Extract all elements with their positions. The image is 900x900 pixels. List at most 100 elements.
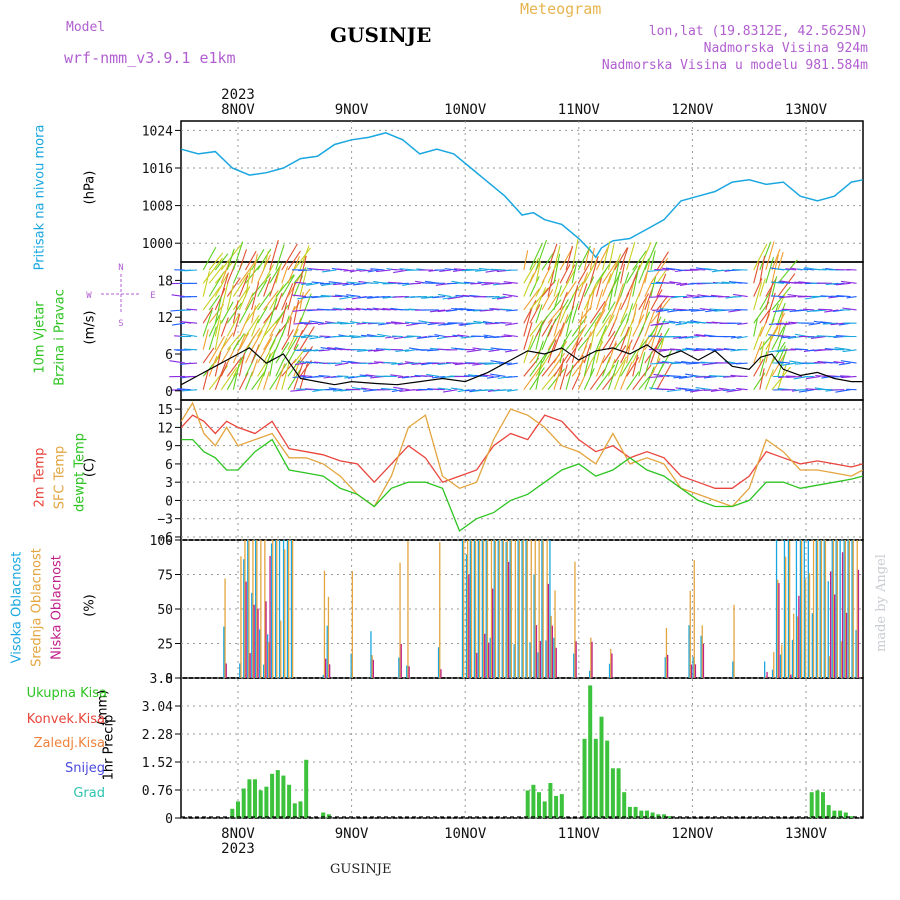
wind-barb bbox=[840, 360, 857, 364]
wind-barb bbox=[707, 348, 718, 351]
wind-barb bbox=[620, 247, 629, 271]
cloud-bar bbox=[589, 670, 591, 678]
wind-barb bbox=[620, 361, 633, 390]
wind-barb bbox=[503, 334, 518, 338]
ytick-label: 100 bbox=[150, 534, 173, 549]
precip-bar bbox=[241, 788, 246, 818]
cloud-bar bbox=[256, 540, 258, 678]
wind-barb bbox=[644, 310, 656, 337]
ytick-label: 0 bbox=[165, 494, 173, 509]
wind-barb bbox=[214, 287, 226, 311]
ytick-label: 9 bbox=[165, 440, 173, 455]
wind-barb bbox=[214, 351, 222, 377]
wind-barb bbox=[765, 318, 775, 337]
cloud-bar bbox=[775, 540, 778, 678]
wind-barb bbox=[777, 302, 786, 324]
wind-barb bbox=[785, 268, 797, 271]
cloud-bar bbox=[265, 601, 267, 678]
wind-barb bbox=[607, 340, 617, 364]
cloud-bar bbox=[804, 579, 807, 678]
cloud-bar bbox=[223, 626, 225, 678]
wind-barb bbox=[726, 389, 742, 393]
ytick-label: 12 bbox=[157, 311, 173, 326]
wind-barb bbox=[775, 268, 791, 271]
wind-barb bbox=[663, 282, 676, 284]
wind-barb bbox=[257, 279, 268, 297]
cloud-bar bbox=[781, 644, 783, 678]
wind-barb bbox=[502, 293, 518, 298]
wind-barb bbox=[675, 349, 688, 352]
wind-barb bbox=[506, 362, 518, 366]
wind-barb bbox=[529, 243, 543, 271]
wind-barb bbox=[626, 303, 634, 324]
precip-bar bbox=[843, 812, 848, 818]
wind-barb bbox=[344, 375, 355, 379]
wind-barb bbox=[681, 360, 694, 364]
wind-barb bbox=[684, 335, 700, 339]
cloud-bar bbox=[608, 663, 611, 678]
wind-barb bbox=[765, 326, 779, 351]
wind-barb bbox=[269, 298, 278, 324]
wind-barb bbox=[257, 306, 268, 324]
precip-bar bbox=[650, 812, 655, 818]
wind-barb bbox=[281, 315, 290, 337]
wind-barb bbox=[718, 387, 730, 391]
wind-barb bbox=[346, 294, 361, 298]
wind-barb bbox=[232, 363, 240, 390]
wind-barb bbox=[214, 361, 227, 390]
wind-barb bbox=[484, 362, 500, 366]
precip-bar bbox=[605, 740, 610, 818]
wind-barb bbox=[305, 361, 319, 364]
wind-barb bbox=[367, 269, 379, 273]
wind-barb bbox=[571, 337, 579, 364]
wind-barb bbox=[644, 261, 651, 284]
wind-barb bbox=[238, 296, 254, 324]
wind-barb bbox=[294, 362, 307, 366]
wind-barb bbox=[226, 277, 241, 297]
wind-barb bbox=[293, 317, 302, 337]
cloud-bar bbox=[350, 653, 352, 678]
wind-barb bbox=[553, 285, 562, 311]
wind-barb bbox=[202, 310, 213, 337]
ytick-label: 3 bbox=[165, 476, 173, 491]
ytick-label: 2.28 bbox=[142, 728, 173, 743]
cloud-bar bbox=[529, 642, 531, 678]
wind-barb bbox=[620, 326, 630, 350]
cloud-bar bbox=[490, 540, 493, 678]
wind-barb bbox=[657, 361, 670, 364]
cloud-bar bbox=[274, 540, 277, 678]
wind-barb bbox=[497, 296, 512, 300]
cloud-bar bbox=[399, 562, 401, 678]
cloud-bar bbox=[484, 633, 486, 678]
wind-barb bbox=[208, 294, 220, 311]
wind-barb bbox=[431, 362, 446, 365]
wind-barb bbox=[220, 366, 238, 391]
wind-barb bbox=[485, 322, 500, 325]
wind-barb bbox=[759, 255, 766, 284]
precip-bar bbox=[849, 816, 854, 818]
dewpoint-line bbox=[181, 438, 863, 532]
precip-bar bbox=[656, 814, 661, 818]
wind-barb bbox=[553, 365, 562, 390]
cloud-bar bbox=[263, 664, 265, 678]
cloud-bar bbox=[545, 640, 547, 678]
wind-barb bbox=[390, 321, 403, 324]
wind-barb bbox=[394, 322, 409, 325]
cloud-bar bbox=[815, 540, 817, 678]
wind-barb bbox=[775, 322, 791, 326]
precip-bar bbox=[582, 738, 587, 818]
wind-barb bbox=[559, 339, 566, 364]
wind-barb bbox=[171, 294, 186, 298]
cloud-bar bbox=[542, 540, 544, 678]
wind-barb bbox=[759, 308, 772, 324]
cloud-bar bbox=[267, 634, 269, 678]
wind-barb bbox=[349, 269, 361, 273]
wind-barb bbox=[309, 320, 325, 324]
wind-barb bbox=[226, 357, 242, 377]
precip-bar bbox=[326, 814, 331, 818]
wind-barb bbox=[547, 368, 565, 391]
cloud-bar bbox=[790, 674, 792, 678]
wind-barb bbox=[685, 389, 700, 392]
wind-barb bbox=[709, 308, 724, 311]
